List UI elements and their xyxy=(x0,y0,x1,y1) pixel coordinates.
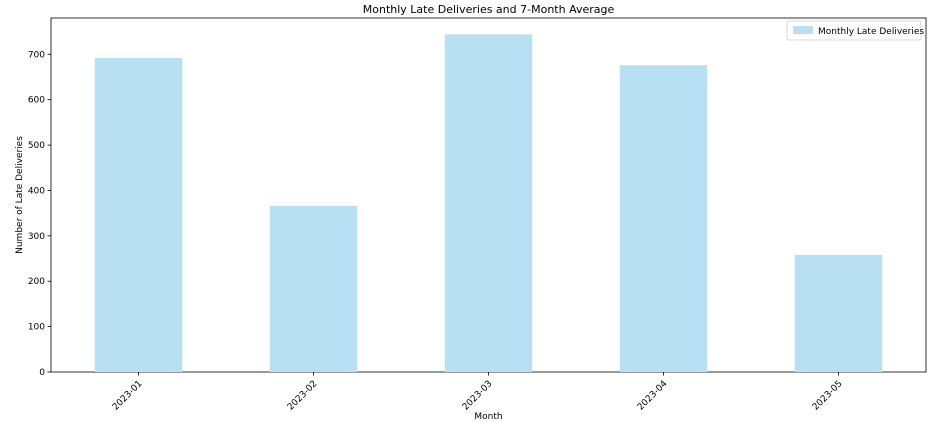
legend-label: Monthly Late Deliveries xyxy=(818,27,924,37)
y-tick-label: 100 xyxy=(28,323,45,333)
y-axis: 0 100 200 300 400 500 600 700 xyxy=(28,50,51,378)
legend-swatch xyxy=(793,26,813,34)
bar-2023-04 xyxy=(619,65,708,372)
bars-layer xyxy=(94,34,883,372)
y-tick-label: 600 xyxy=(28,96,45,106)
x-axis: 2023-01 2023-02 2023-03 2023-04 2023-05 xyxy=(111,372,845,413)
x-tick-label: 2023-01 xyxy=(111,379,145,413)
x-tick-label: 2023-03 xyxy=(461,379,495,413)
y-tick-label: 300 xyxy=(28,232,45,242)
x-axis-label: Month xyxy=(474,412,502,422)
y-tick-label: 500 xyxy=(28,141,45,151)
chart-title: Monthly Late Deliveries and 7-Month Aver… xyxy=(363,3,615,16)
x-tick-label: 2023-02 xyxy=(286,379,320,413)
y-axis-label: Number of Late Deliveries xyxy=(15,136,25,254)
y-tick-label: 700 xyxy=(28,50,45,60)
y-tick-label: 200 xyxy=(28,277,45,287)
bar-2023-03 xyxy=(444,34,533,372)
x-tick-label: 2023-05 xyxy=(811,379,845,413)
bar-2023-01 xyxy=(94,57,183,372)
y-tick-label: 0 xyxy=(39,368,45,378)
bar-2023-02 xyxy=(269,205,358,372)
x-tick-label: 2023-04 xyxy=(636,379,670,413)
y-tick-label: 400 xyxy=(28,186,45,196)
legend-box xyxy=(786,20,922,41)
bar-2023-05 xyxy=(794,254,883,372)
legend: Monthly Late Deliveries xyxy=(786,20,924,41)
